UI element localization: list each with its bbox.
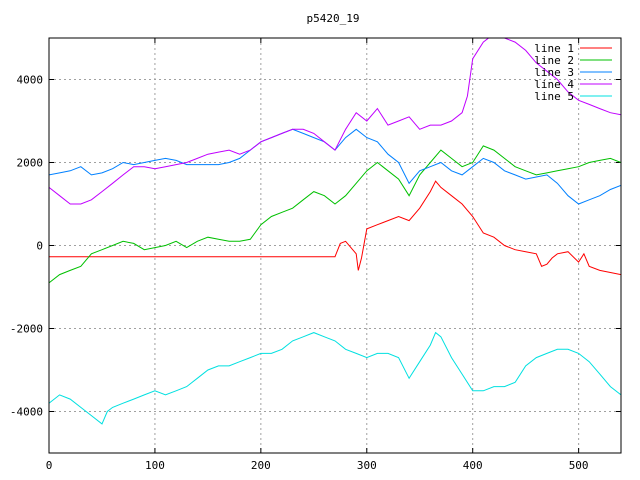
x-tick-label: 500 — [569, 459, 589, 472]
plot-frame — [48, 37, 622, 454]
legend-label: line 4 — [534, 78, 574, 91]
series-line-4 — [49, 38, 621, 205]
x-tick-label: 0 — [46, 459, 53, 472]
legend-label: line 1 — [534, 42, 574, 55]
y-tick-label: -4000 — [10, 406, 43, 419]
y-tick-label: 0 — [36, 240, 43, 253]
y-tick-label: 4000 — [17, 74, 44, 87]
x-tick-label: 100 — [145, 459, 165, 472]
series-lines — [49, 38, 621, 425]
series-line-1 — [49, 180, 621, 276]
legend-label: line 3 — [534, 66, 574, 79]
x-tick-label: 400 — [463, 459, 483, 472]
legend-label: line 5 — [534, 90, 574, 103]
series-line-2 — [49, 145, 621, 284]
axis-ticks: 0 100 200 300 400 500 -4000 -2000 0 2000 4000 — [10, 38, 621, 472]
y-tick-label: -2000 — [10, 323, 43, 336]
x-tick-label: 200 — [251, 459, 271, 472]
chart-title: p5420_19 — [307, 12, 360, 25]
gridlines — [49, 38, 621, 453]
legend-label: line 2 — [534, 54, 574, 67]
y-tick-label: 2000 — [17, 157, 44, 170]
x-tick-label: 300 — [357, 459, 377, 472]
series-line-5 — [49, 331, 621, 425]
